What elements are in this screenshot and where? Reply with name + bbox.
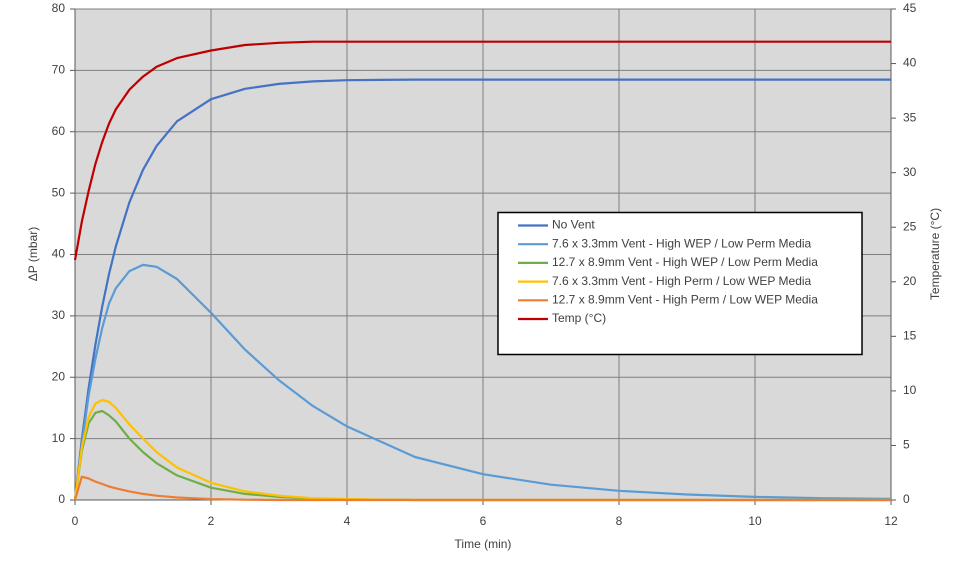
y2-tick-label: 10 bbox=[903, 383, 917, 397]
x-tick-label: 2 bbox=[208, 514, 215, 528]
y2-tick-label: 40 bbox=[903, 56, 917, 70]
y2-axis-label: Temperature (°C) bbox=[928, 208, 942, 300]
y2-tick-label: 0 bbox=[903, 492, 910, 506]
y-tick-label: 10 bbox=[52, 431, 66, 445]
series-line bbox=[73, 475, 891, 502]
y2-tick-label: 45 bbox=[903, 1, 917, 15]
legend-label: Temp (°C) bbox=[552, 311, 606, 325]
y-tick-label: 80 bbox=[52, 1, 66, 15]
x-tick-label: 10 bbox=[748, 514, 762, 528]
legend-label: 7.6 x 3.3mm Vent - High WEP / Low Perm M… bbox=[552, 236, 812, 250]
y2-tick-label: 35 bbox=[903, 110, 917, 124]
legend: No Vent 7.6 x 3.3mm Vent - High WEP / Low… bbox=[497, 211, 863, 356]
x-tick-label: 8 bbox=[616, 514, 623, 528]
y-tick-label: 40 bbox=[52, 247, 66, 261]
y2-tick-label: 5 bbox=[903, 438, 910, 452]
y-tick-label: 70 bbox=[52, 63, 66, 77]
x-tick-label: 12 bbox=[884, 514, 898, 528]
y-tick-label: 0 bbox=[58, 492, 65, 506]
y-tick-label: 50 bbox=[52, 185, 66, 199]
series-line bbox=[73, 263, 892, 501]
y-tick-label: 60 bbox=[52, 124, 66, 138]
x-axis-label: Time (min) bbox=[455, 537, 512, 551]
legend-label: 7.6 x 3.3mm Vent - High Perm / Low WEP M… bbox=[552, 274, 812, 288]
legend-label: 12.7 x 8.9mm Vent - High Perm / Low WEP … bbox=[552, 292, 818, 306]
legend-box bbox=[497, 211, 863, 356]
legend-label: 12.7 x 8.9mm Vent - High WEP / Low Perm … bbox=[552, 255, 818, 269]
series-line bbox=[73, 78, 891, 501]
y2-tick-label: 15 bbox=[903, 329, 917, 343]
series-line bbox=[73, 40, 891, 261]
y-axis-label: ΔP (mbar) bbox=[26, 227, 40, 281]
x-tick-label: 4 bbox=[344, 514, 351, 528]
y-tick-label: 20 bbox=[52, 369, 66, 383]
y2-tick-label: 25 bbox=[903, 219, 917, 233]
x-tick-label: 0 bbox=[72, 514, 79, 528]
y2-tick-label: 30 bbox=[903, 165, 917, 179]
x-tick-label: 6 bbox=[480, 514, 487, 528]
legend-label: No Vent bbox=[552, 218, 595, 232]
y2-tick-label: 20 bbox=[903, 274, 917, 288]
y-tick-label: 30 bbox=[52, 308, 66, 322]
